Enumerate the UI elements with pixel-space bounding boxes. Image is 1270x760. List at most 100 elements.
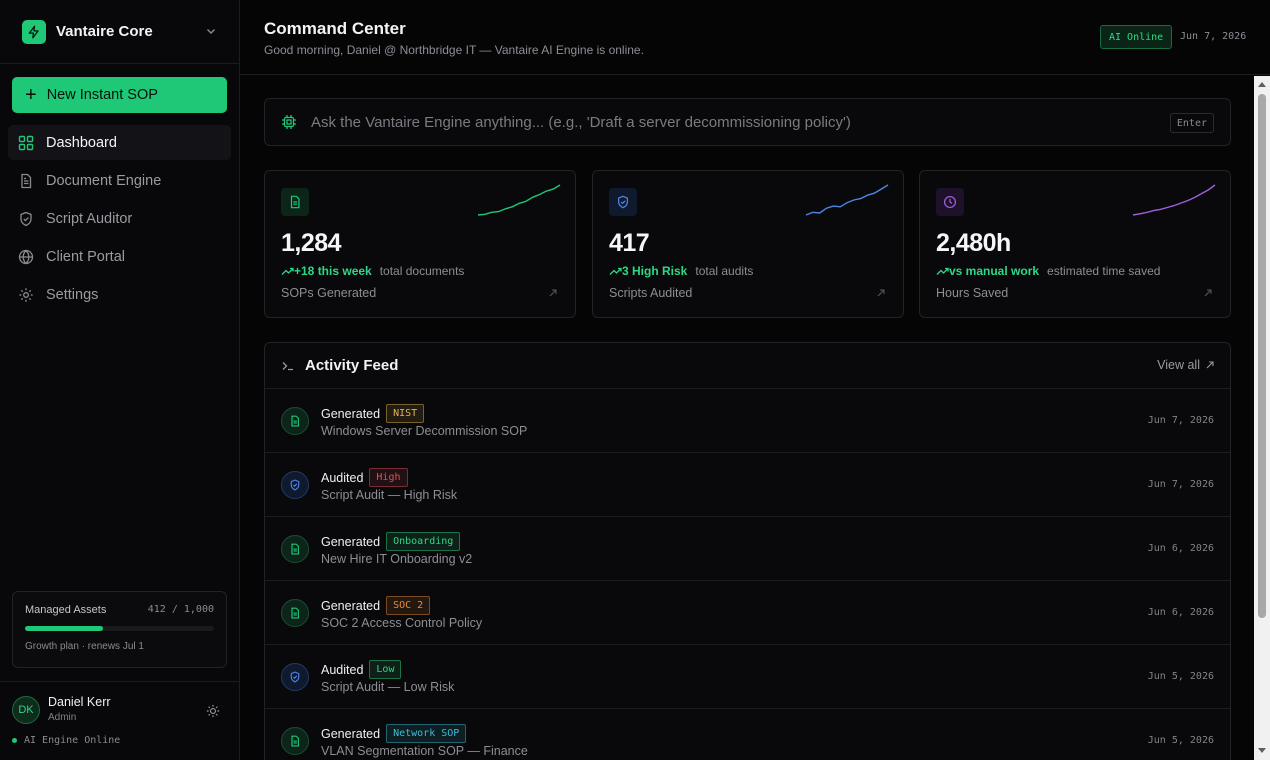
- stat-trend-caption: estimated time saved: [1047, 264, 1161, 278]
- workspace-switcher[interactable]: Vantaire Core: [0, 0, 239, 64]
- gear-icon: [19, 287, 33, 302]
- activity-action-label: Audited: [321, 470, 364, 485]
- stat-card-sops[interactable]: 1,284 +18 this week total documents SOPs…: [264, 170, 576, 318]
- stat-trend-caption: total audits: [695, 264, 754, 278]
- activity-tag: Onboarding: [386, 532, 461, 551]
- shield-icon: [20, 211, 32, 226]
- activity-action-label: Generated: [321, 598, 381, 613]
- chevron-down-icon: [205, 24, 217, 42]
- view-all-link[interactable]: View all: [1157, 358, 1214, 372]
- managed-assets-card: Managed Assets 412 / 1,000 Growth plan ·…: [12, 591, 227, 668]
- workspace-name: Vantaire Core: [56, 23, 153, 40]
- document-icon: [21, 173, 32, 188]
- activity-row[interactable]: Audited High Script Audit — High Risk Ju…: [265, 453, 1230, 517]
- document-icon: [281, 599, 309, 627]
- trending-up-icon: [609, 267, 622, 275]
- stat-trend-value: +18 this week: [294, 264, 372, 278]
- activity-date: Jun 6, 2026: [1147, 607, 1214, 618]
- sidebar-item-dashboard[interactable]: Dashboard: [8, 125, 231, 160]
- status-badge: AI Online: [1100, 25, 1173, 49]
- plus-icon: +: [25, 84, 37, 106]
- stat-trend: vs manual work estimated time saved: [936, 264, 1160, 278]
- new-instant-sop-button[interactable]: + New Instant SOP: [12, 77, 227, 113]
- stat-label: Hours Saved: [936, 286, 1009, 300]
- globe-icon: [18, 249, 34, 264]
- activity-feed-list: Generated NIST Windows Server Decommissi…: [265, 389, 1230, 760]
- activity-row[interactable]: Generated NIST Windows Server Decommissi…: [265, 389, 1230, 453]
- activity-feed-title: Activity Feed: [305, 357, 399, 374]
- stat-label: Scripts Audited: [609, 286, 693, 300]
- stat-value: 417: [609, 229, 650, 257]
- activity-date: Jun 5, 2026: [1147, 735, 1214, 746]
- grid-icon: [18, 135, 34, 150]
- stat-trend: 3 High Risk total audits: [609, 264, 753, 278]
- scroll-up-icon[interactable]: [1258, 82, 1266, 87]
- activity-row[interactable]: Audited Low Script Audit — Low Risk Jun …: [265, 645, 1230, 709]
- stat-value: 2,480h: [936, 229, 1011, 257]
- scroll-down-icon[interactable]: [1258, 748, 1266, 753]
- stat-card-hours[interactable]: 2,480h vs manual work estimated time sav…: [919, 170, 1231, 318]
- activity-action: Generated Onboarding: [321, 532, 461, 551]
- view-all-label: View all: [1157, 358, 1200, 372]
- plan-info: Growth plan · renews Jul 1: [25, 641, 144, 652]
- activity-row[interactable]: Generated Network SOP VLAN Segmentation …: [265, 709, 1230, 760]
- activity-description: VLAN Segmentation SOP — Finance: [321, 744, 528, 758]
- activity-row[interactable]: Generated SOC 2 SOC 2 Access Control Pol…: [265, 581, 1230, 645]
- sparkline-chart: [1132, 184, 1216, 216]
- activity-action: Generated Network SOP: [321, 724, 467, 743]
- engine-status-label: AI Engine Online: [24, 735, 121, 746]
- sidebar: Vantaire Core + New Instant SOP Dashboar…: [0, 0, 240, 760]
- activity-action-label: Generated: [321, 534, 381, 549]
- activity-description: Script Audit — High Risk: [321, 488, 458, 502]
- page-subtitle: Good morning, Daniel @ Northbridge IT — …: [264, 43, 644, 57]
- activity-action: Audited Low: [321, 660, 402, 679]
- sidebar-item-label: Script Auditor: [46, 210, 133, 227]
- sparkline-chart: [805, 184, 889, 216]
- activity-tag: SOC 2: [386, 596, 431, 615]
- sidebar-item-document-engine[interactable]: Document Engine: [8, 163, 231, 198]
- shield-icon: [609, 188, 637, 216]
- page-title: Command Center: [264, 19, 406, 38]
- managed-assets-progress-fill: [25, 626, 103, 631]
- sidebar-item-script-auditor[interactable]: Script Auditor: [8, 201, 231, 236]
- arrow-up-right-icon: [549, 289, 557, 297]
- activity-tag: Low: [369, 660, 402, 679]
- trending-up-icon: [281, 267, 294, 275]
- activity-description: SOC 2 Access Control Policy: [321, 616, 483, 630]
- activity-date: Jun 5, 2026: [1147, 671, 1214, 682]
- enter-key-hint: Enter: [1169, 113, 1214, 133]
- stat-card-scripts[interactable]: 417 3 High Risk total audits Scripts Aud…: [592, 170, 904, 318]
- sidebar-item-label: Client Portal: [46, 248, 125, 265]
- activity-date: Jun 7, 2026: [1147, 415, 1214, 426]
- engine-status: AI Engine Online: [12, 735, 120, 746]
- user-profile: DK Daniel Kerr Admin AI Engine Online: [0, 681, 239, 760]
- ask-engine-input[interactable]: Ask the Vantaire Engine anything... (e.g…: [264, 98, 1231, 146]
- bolt-icon: [22, 19, 46, 44]
- status-dot-icon: [12, 738, 17, 743]
- arrow-up-right-icon: [1204, 289, 1212, 297]
- clock-icon: [936, 188, 964, 216]
- trending-up-icon: [936, 267, 949, 275]
- main-content: Ask the Vantaire Engine anything... (e.g…: [240, 76, 1254, 760]
- theme-toggle-button[interactable]: [206, 704, 220, 723]
- sidebar-item-settings[interactable]: Settings: [8, 277, 231, 312]
- sidebar-item-label: Settings: [46, 286, 99, 303]
- document-icon: [281, 407, 309, 435]
- shield-icon: [281, 663, 309, 691]
- avatar[interactable]: DK: [12, 696, 40, 724]
- scrollbar-thumb[interactable]: [1258, 94, 1266, 618]
- sidebar-item-label: Dashboard: [46, 134, 117, 151]
- main-scrollbar[interactable]: [1254, 76, 1270, 760]
- sidebar-nav: Dashboard Document Engine Script Auditor…: [8, 125, 231, 315]
- user-name: Daniel Kerr: [48, 695, 111, 709]
- activity-description: Script Audit — Low Risk: [321, 680, 455, 694]
- sidebar-item-client-portal[interactable]: Client Portal: [8, 239, 231, 274]
- activity-date: Jun 7, 2026: [1147, 479, 1214, 490]
- activity-feed-header: Activity Feed View all: [265, 343, 1230, 389]
- stat-value: 1,284: [281, 229, 342, 257]
- activity-description: New Hire IT Onboarding v2: [321, 552, 473, 566]
- activity-action-label: Audited: [321, 662, 364, 677]
- activity-date: Jun 6, 2026: [1147, 543, 1214, 554]
- activity-row[interactable]: Generated Onboarding New Hire IT Onboard…: [265, 517, 1230, 581]
- stat-trend-value: vs manual work: [949, 264, 1040, 278]
